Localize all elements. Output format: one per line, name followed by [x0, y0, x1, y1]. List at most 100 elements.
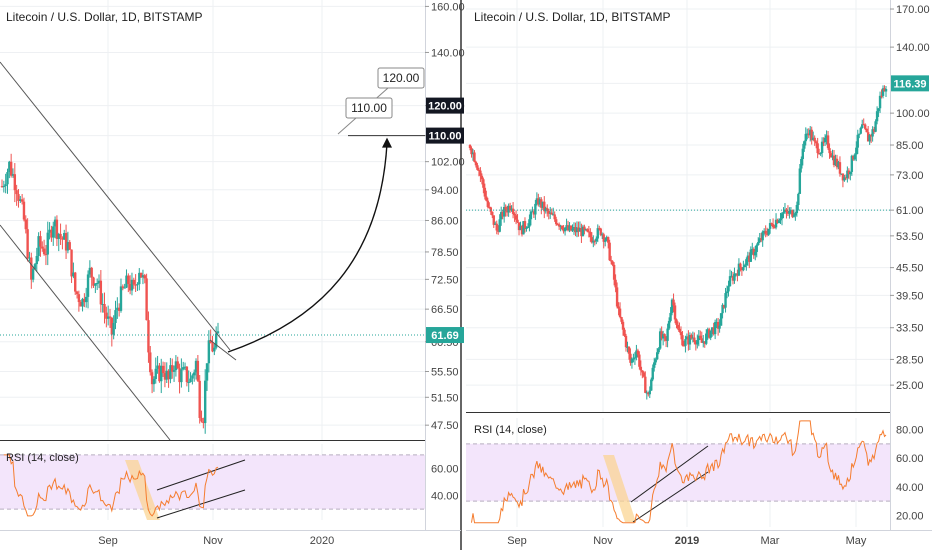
candle-body: [216, 331, 220, 334]
candle-body: [569, 225, 573, 231]
axis-tick-label: 45.50: [896, 263, 924, 275]
candle-body: [684, 339, 687, 346]
candle-body: [614, 279, 617, 288]
candle-body: [540, 199, 543, 208]
level-badge-120: 120.00: [426, 97, 464, 114]
time-tick-label: May: [846, 535, 867, 547]
candle-body: [482, 179, 485, 188]
candle-body: [864, 124, 867, 129]
candle-body: [611, 261, 614, 265]
candle-body: [8, 161, 11, 173]
candle-body: [722, 304, 726, 308]
candle-body: [691, 337, 695, 339]
axis-tick-label: 25.00: [896, 380, 924, 392]
channel-tick: [209, 339, 237, 361]
axis-tick-label: 78.50: [431, 247, 459, 259]
candle-body: [706, 329, 709, 334]
candle-body: [667, 320, 671, 329]
candle-body: [491, 211, 494, 216]
candle-body: [746, 255, 750, 260]
candle-body: [669, 312, 672, 321]
candle-body: [871, 129, 874, 137]
candle-body: [583, 226, 586, 230]
candle-body: [95, 282, 99, 284]
candle-body: [50, 229, 53, 238]
candle-body: [626, 346, 629, 348]
candle-body: [853, 154, 856, 160]
candle-body: [556, 224, 559, 226]
candle-body: [584, 229, 588, 231]
candle-body: [183, 366, 187, 368]
candle-body: [715, 321, 718, 323]
candle-body: [123, 287, 126, 289]
candle-body: [207, 340, 211, 364]
candle-body: [571, 228, 574, 231]
candle-body: [620, 317, 623, 322]
candle-body: [171, 365, 174, 372]
right-grid: [466, 0, 890, 527]
candle-body: [678, 328, 681, 332]
candle-body: [110, 317, 114, 335]
candle-body: [507, 205, 510, 213]
candle-body: [174, 361, 178, 371]
axis-tick-label: 86.00: [431, 215, 459, 227]
candle-body: [645, 392, 648, 394]
candle-body: [522, 221, 525, 235]
forecast-arrow-head: [382, 137, 392, 148]
candle-body: [681, 335, 684, 346]
candle-body: [788, 211, 791, 214]
candle-body: [52, 226, 55, 238]
right-price-axis: 25.00 28.50 33.50 39.50 45.50 53.50 61.00 73.00…: [890, 4, 930, 523]
candle-body: [474, 161, 478, 166]
candle-body: [544, 208, 547, 212]
candle-body: [731, 275, 735, 281]
candle-body: [606, 237, 610, 243]
candle-body: [801, 148, 804, 160]
candle-body: [761, 231, 764, 241]
candle-body: [789, 210, 793, 212]
candle-body: [716, 321, 720, 329]
candle-body: [189, 378, 192, 383]
candle-body: [85, 296, 88, 303]
candle-body: [33, 264, 37, 270]
candle-body: [22, 201, 26, 220]
candle-body: [875, 111, 879, 122]
badge-bg: [891, 75, 929, 92]
candle-body: [150, 372, 154, 385]
candle-body: [841, 173, 845, 181]
axis-tick-label: 28.50: [896, 354, 924, 366]
candle-body: [847, 170, 851, 175]
candle-body: [776, 219, 779, 223]
rsi-channel-lower: [156, 489, 246, 519]
candle-body: [580, 228, 583, 237]
candle-body: [79, 302, 82, 307]
candle-body: [531, 211, 534, 213]
candle-body: [795, 205, 799, 214]
candle-body: [105, 312, 108, 319]
channel-upper: [0, 61, 231, 351]
candle-body: [828, 148, 831, 154]
candle-body: [866, 132, 870, 142]
candle-body: [820, 141, 824, 154]
candle-body: [15, 190, 18, 195]
rsi-axis-label: 60.00: [431, 463, 459, 475]
badge-text: 61.69: [431, 330, 459, 342]
candle-body: [651, 367, 654, 380]
channel-lower: [0, 224, 171, 441]
candle-body: [48, 229, 51, 233]
candle-body: [621, 321, 625, 330]
candle-body: [838, 162, 842, 174]
candle-body: [687, 336, 690, 345]
level-badge-110: 110.00: [426, 127, 464, 144]
candle-body: [546, 208, 549, 211]
candle-body: [504, 207, 507, 212]
candle-body: [494, 223, 497, 225]
candle-body: [41, 246, 44, 249]
left-drawings: 120.00 110.00: [0, 61, 425, 520]
candle-body: [859, 127, 862, 134]
candle-body: [72, 272, 75, 277]
candle-body: [516, 219, 519, 223]
candle-body: [834, 158, 837, 166]
candle-body: [773, 227, 776, 229]
candle-body: [63, 233, 66, 240]
